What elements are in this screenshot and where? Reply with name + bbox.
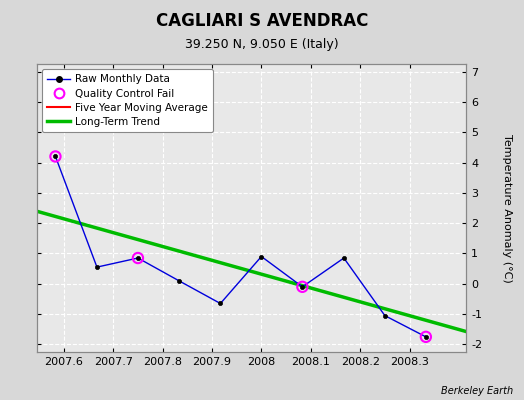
Text: Berkeley Earth: Berkeley Earth bbox=[441, 386, 514, 396]
Point bbox=[422, 334, 430, 340]
Point bbox=[134, 255, 142, 261]
Point bbox=[51, 153, 60, 160]
Text: CAGLIARI S AVENDRAC: CAGLIARI S AVENDRAC bbox=[156, 12, 368, 30]
Text: 39.250 N, 9.050 E (Italy): 39.250 N, 9.050 E (Italy) bbox=[185, 38, 339, 51]
Point bbox=[298, 284, 307, 290]
Legend: Raw Monthly Data, Quality Control Fail, Five Year Moving Average, Long-Term Tren: Raw Monthly Data, Quality Control Fail, … bbox=[42, 69, 213, 132]
Y-axis label: Temperature Anomaly (°C): Temperature Anomaly (°C) bbox=[502, 134, 512, 282]
